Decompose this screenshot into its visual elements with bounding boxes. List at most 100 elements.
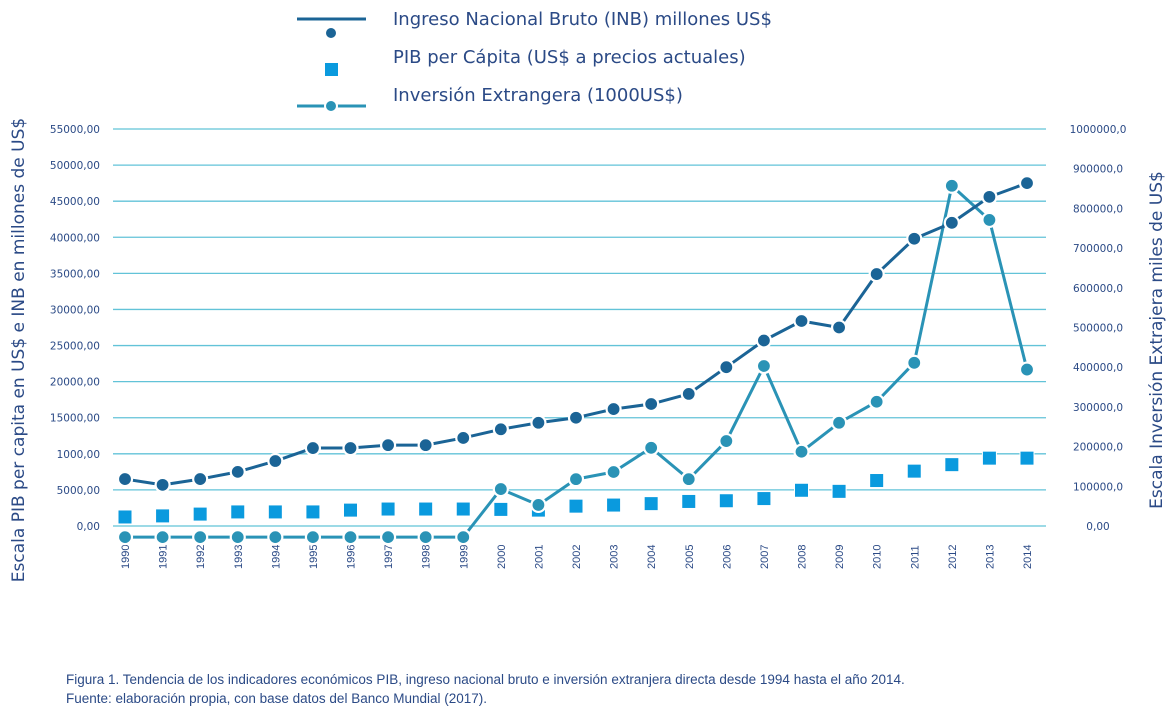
inb-marker xyxy=(793,312,810,330)
fdi-marker xyxy=(192,529,209,546)
left-tick-label: 45000,00 xyxy=(50,196,100,208)
right-tick-label: 500000,0 xyxy=(1073,323,1123,335)
legend-label-inb: Ingreso Nacional Bruto (INB) millones US… xyxy=(393,9,772,30)
pib-marker xyxy=(794,482,809,498)
inb-marker xyxy=(379,437,397,454)
pib-marker xyxy=(906,463,922,479)
x-tick-label: 2002 xyxy=(571,545,583,569)
fdi-marker xyxy=(793,443,810,460)
figure-caption: Figura 1. Tendencia de los indicadores e… xyxy=(66,670,905,708)
inb-marker xyxy=(267,452,284,470)
pib-marker xyxy=(606,497,622,513)
pib-marker xyxy=(230,504,246,520)
x-tick-label: 2001 xyxy=(533,545,545,569)
x-tick-label: 1995 xyxy=(308,545,320,569)
x-tick-label: 2005 xyxy=(684,545,696,569)
inb-marker xyxy=(1018,175,1036,192)
right-tick-label: 400000,0 xyxy=(1073,362,1123,374)
inb-marker xyxy=(605,400,622,418)
fdi-marker xyxy=(1018,361,1036,378)
x-tick-label: 2010 xyxy=(872,545,884,569)
left-tick-label: 35000,00 xyxy=(50,268,100,280)
inb-marker xyxy=(981,188,998,205)
right-tick-label: 1000000,0 xyxy=(1070,124,1127,136)
inb-marker xyxy=(530,414,547,431)
fdi-marker xyxy=(267,529,284,546)
inb-marker xyxy=(342,439,359,457)
inb-marker xyxy=(680,385,697,403)
left-tick-label: 0,00 xyxy=(77,521,100,533)
x-tick-label: 2013 xyxy=(984,545,996,569)
pib-marker xyxy=(981,450,997,466)
legend-swatch-inb-dot xyxy=(324,26,338,40)
pib-marker xyxy=(343,502,358,518)
x-tick-label: 2004 xyxy=(646,545,658,569)
fdi-marker xyxy=(342,529,359,546)
caption-line-1: Figura 1. Tendencia de los indicadores e… xyxy=(66,672,905,687)
inb-marker xyxy=(755,332,773,349)
pib-marker xyxy=(267,504,283,520)
fdi-marker xyxy=(530,496,547,514)
right-tick-label: 0,00 xyxy=(1086,521,1109,533)
left-axis-ticks: 0,00 5000,00 1000,00 15000,00 20000,00 25000,… xyxy=(50,124,100,533)
fdi-marker xyxy=(567,471,585,488)
pib-marker xyxy=(493,501,509,517)
fdi-marker xyxy=(755,357,773,375)
right-tick-label: 300000,0 xyxy=(1073,402,1123,414)
legend-item-inb: Ingreso Nacional Bruto (INB) millones US… xyxy=(297,9,772,40)
inb-marker xyxy=(492,421,509,438)
pib-marker xyxy=(418,501,434,517)
pib-marker xyxy=(869,473,885,489)
inb-marker xyxy=(943,214,960,231)
x-tick-label: 2007 xyxy=(759,545,771,569)
inb-marker xyxy=(830,319,848,336)
right-axis-title: Escala Inversión Extrajera miles de US$ xyxy=(1147,171,1167,509)
pib-marker xyxy=(718,493,734,509)
right-axis-ticks: 0,00 100000,0 200000,0 300000,0 400000,0 5000… xyxy=(1070,124,1127,533)
inb-marker xyxy=(304,439,322,457)
right-tick-label: 700000,0 xyxy=(1073,243,1123,255)
left-tick-label: 20000,00 xyxy=(50,377,100,389)
legend-label-fdi: Inversión Extrangera (1000US$) xyxy=(393,85,683,106)
x-tick-label: 1990 xyxy=(120,545,132,569)
pib-marker xyxy=(831,483,847,499)
fdi-marker xyxy=(868,393,885,410)
series-inversion-extranjera xyxy=(116,177,1036,546)
legend: Ingreso Nacional Bruto (INB) millones US… xyxy=(297,9,772,113)
pib-marker xyxy=(643,496,659,512)
pib-marker xyxy=(681,493,697,509)
x-tick-label: 1993 xyxy=(233,545,245,569)
x-tick-label: 2008 xyxy=(797,545,809,569)
inb-marker xyxy=(417,437,434,454)
series-pib-per-capita xyxy=(117,450,1035,525)
inb-marker xyxy=(229,463,246,480)
x-tick-label: 2003 xyxy=(609,545,621,569)
fdi-marker xyxy=(943,177,960,194)
x-tick-label: 2014 xyxy=(1022,545,1034,569)
x-tick-label: 2012 xyxy=(947,545,959,569)
right-tick-label: 800000,0 xyxy=(1073,203,1123,215)
inb-marker xyxy=(567,409,585,426)
fdi-marker xyxy=(304,529,322,546)
pib-marker xyxy=(568,498,584,514)
inb-marker xyxy=(116,470,134,488)
series-ingreso-nacional-bruto xyxy=(116,175,1036,493)
pib-marker xyxy=(305,504,321,520)
fdi-marker xyxy=(417,529,434,546)
inb-marker xyxy=(868,265,885,283)
pib-marker xyxy=(455,501,471,517)
inb-marker xyxy=(455,429,472,447)
fdi-marker xyxy=(718,432,735,450)
fdi-marker xyxy=(379,529,397,546)
fdi-marker xyxy=(116,529,134,546)
fdi-marker xyxy=(154,529,171,546)
fdi-marker xyxy=(906,354,923,371)
inb-marker xyxy=(718,359,735,376)
inb-marker xyxy=(192,470,209,488)
pib-marker xyxy=(944,457,960,473)
inb-marker xyxy=(154,476,171,493)
fdi-marker xyxy=(643,439,660,456)
legend-swatch-pib-square xyxy=(325,63,338,76)
x-tick-label: 2000 xyxy=(496,545,508,569)
fdi-marker xyxy=(981,211,998,229)
